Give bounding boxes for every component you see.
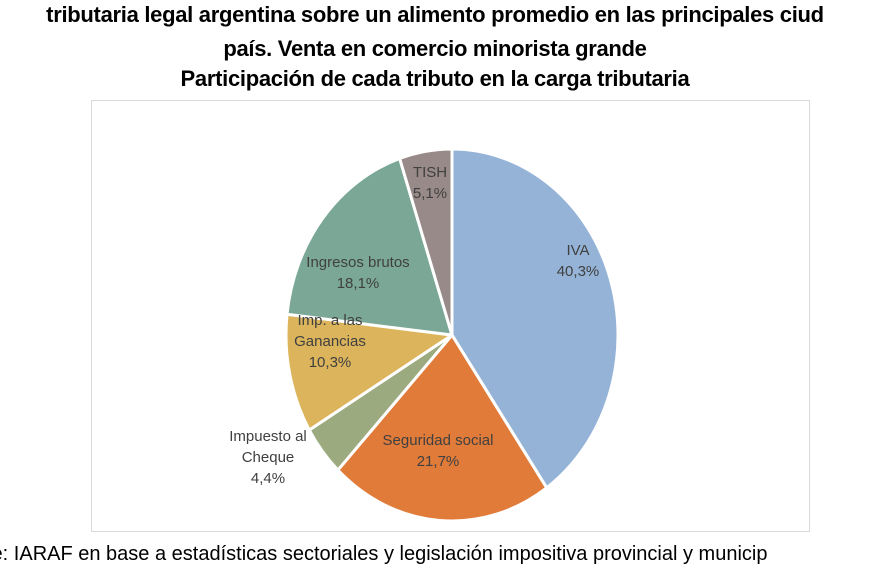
label-ingresos-value: 18,1% [336, 275, 380, 292]
label-tish: TISH 5,1% [405, 162, 455, 204]
label-ganancias-value: 10,3% [308, 354, 352, 371]
label-iva: IVA 40,3% [548, 240, 608, 282]
label-cheque-name-2: Cheque [241, 449, 295, 466]
pie-slice-iva [450, 147, 620, 490]
chart-title-line-2: país. Venta en comercio minorista grande [223, 36, 647, 61]
pie-slice-imp-a-las-ganancias [284, 312, 454, 432]
label-ingresos-name: Ingresos brutos [306, 254, 410, 271]
label-ingresos-brutos: Ingresos brutos 18,1% [293, 252, 423, 294]
pie-slice-ingresos-brutos [285, 156, 454, 337]
label-ganancias: Imp. a las Ganancias 10,3% [280, 310, 380, 373]
label-ganancias-name-2: Ganancias [294, 333, 366, 350]
label-tish-value: 5,1% [412, 185, 448, 202]
label-cheque-value: 4,4% [250, 470, 286, 487]
label-iva-value: 40,3% [556, 263, 600, 280]
label-seguridad-social: Seguridad social 21,7% [368, 430, 508, 472]
pie-slice-seguridad-social [336, 333, 549, 523]
label-seguridad-value: 21,7% [416, 453, 460, 470]
label-cheque-name-1: Impuesto al [229, 428, 307, 445]
label-iva-name: IVA [566, 242, 590, 259]
label-seguridad-name: Seguridad social [382, 432, 494, 449]
chart-title-line-1: tributaria legal argentina sobre un alim… [46, 2, 824, 27]
label-tish-name: TISH [412, 164, 448, 181]
source-note: te: IARAF en base a estadísticas sectori… [0, 543, 768, 565]
chart-subtitle: Participación de cada tributo en la carg… [180, 66, 690, 91]
label-impuesto-cheque: Impuesto al Cheque 4,4% [218, 426, 318, 489]
label-ganancias-name-1: Imp. a las [297, 312, 363, 329]
pie-slice-tish [398, 147, 454, 337]
